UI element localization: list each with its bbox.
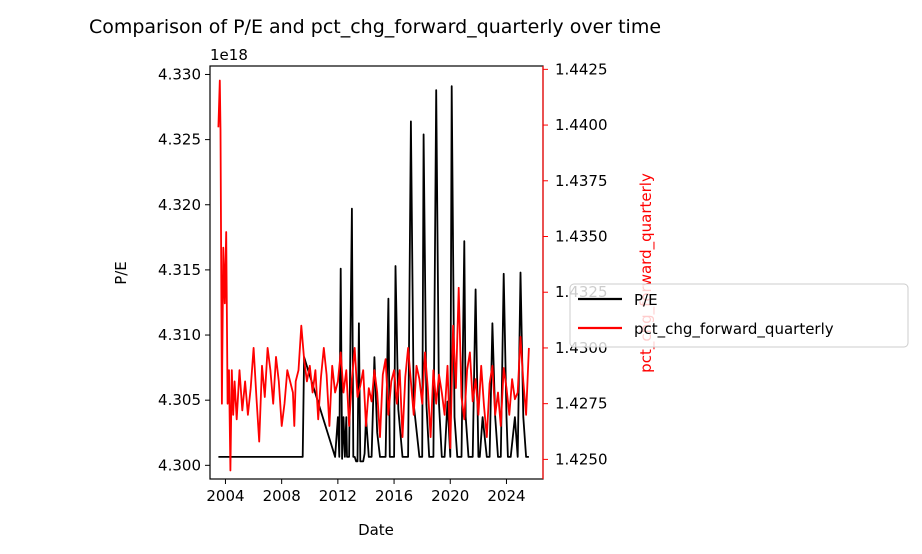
legend-label-pe: P/E [634, 291, 658, 309]
left-y-tick-label: 4.330 [158, 65, 201, 83]
left-axis-offset-label: 1e18 [210, 46, 248, 64]
legend-label-pct-chg: pct_chg_forward_quarterly [634, 320, 834, 339]
x-tick-label: 2012 [319, 487, 357, 505]
right-y-tick-label: 1.4425 [555, 60, 608, 78]
right-y-axis-ticks: 1.42501.42751.43001.43251.43501.43751.44… [543, 60, 608, 468]
x-tick-label: 2016 [375, 487, 413, 505]
left-y-axis-ticks: 4.300 4.305 4.310 4.315 4.320 4.325 4.330 [158, 65, 210, 474]
pct-chg-series [217, 79, 530, 472]
legend: P/E pct_chg_forward_quarterly [569, 283, 909, 348]
chart-title: Comparison of P/E and pct_chg_forward_qu… [89, 16, 661, 38]
x-tick-label: 2020 [431, 487, 469, 505]
pe-series [218, 85, 529, 463]
left-y-tick-label: 4.320 [158, 196, 201, 214]
right-y-tick-label: 1.4275 [555, 395, 608, 413]
x-axis-label: Date [358, 521, 394, 539]
pe-line [218, 85, 529, 463]
x-axis-ticks: 2004 2008 2012 2016 2020 2024 [206, 479, 526, 505]
pct-chg-line [217, 79, 530, 472]
right-y-tick-label: 1.4375 [555, 172, 608, 190]
legend-frame [569, 283, 909, 348]
x-tick-label: 2024 [487, 487, 525, 505]
right-y-tick-label: 1.4350 [555, 228, 608, 246]
x-tick-label: 2008 [263, 487, 301, 505]
left-y-tick-label: 4.315 [158, 261, 201, 279]
left-y-tick-label: 4.300 [158, 456, 201, 474]
left-y-tick-label: 4.325 [158, 131, 201, 149]
left-y-tick-label: 4.305 [158, 391, 201, 409]
right-y-tick-label: 1.4400 [555, 116, 608, 134]
left-y-axis-label: P/E [112, 261, 130, 285]
x-tick-label: 2004 [206, 487, 244, 505]
right-y-tick-label: 1.4250 [555, 450, 608, 468]
left-y-tick-label: 4.310 [158, 326, 201, 344]
